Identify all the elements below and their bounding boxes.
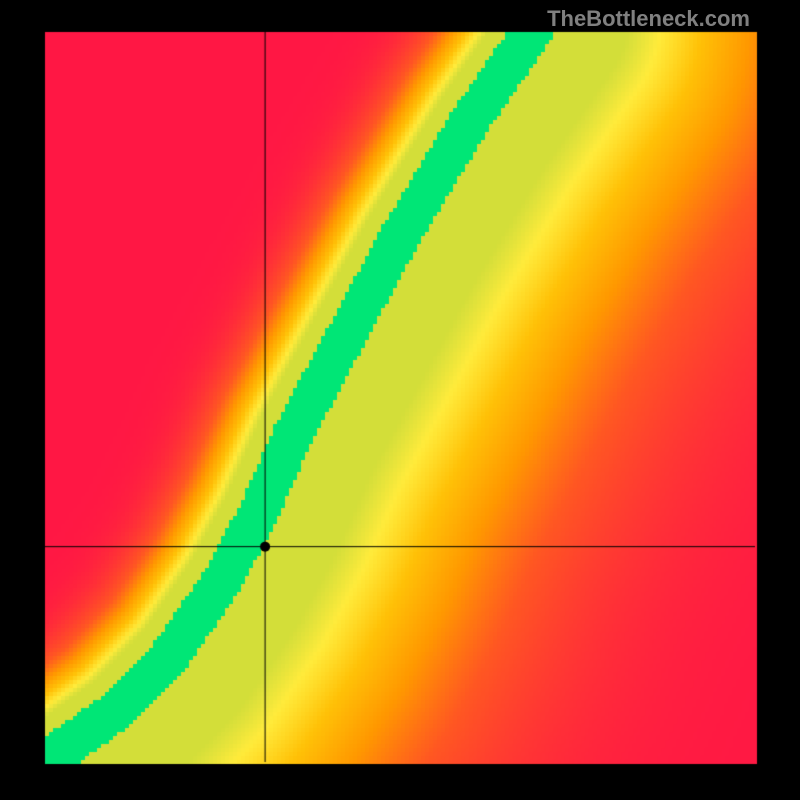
chart-container: TheBottleneck.com [0, 0, 800, 800]
heatmap-canvas [0, 0, 800, 800]
watermark-text: TheBottleneck.com [547, 6, 750, 32]
